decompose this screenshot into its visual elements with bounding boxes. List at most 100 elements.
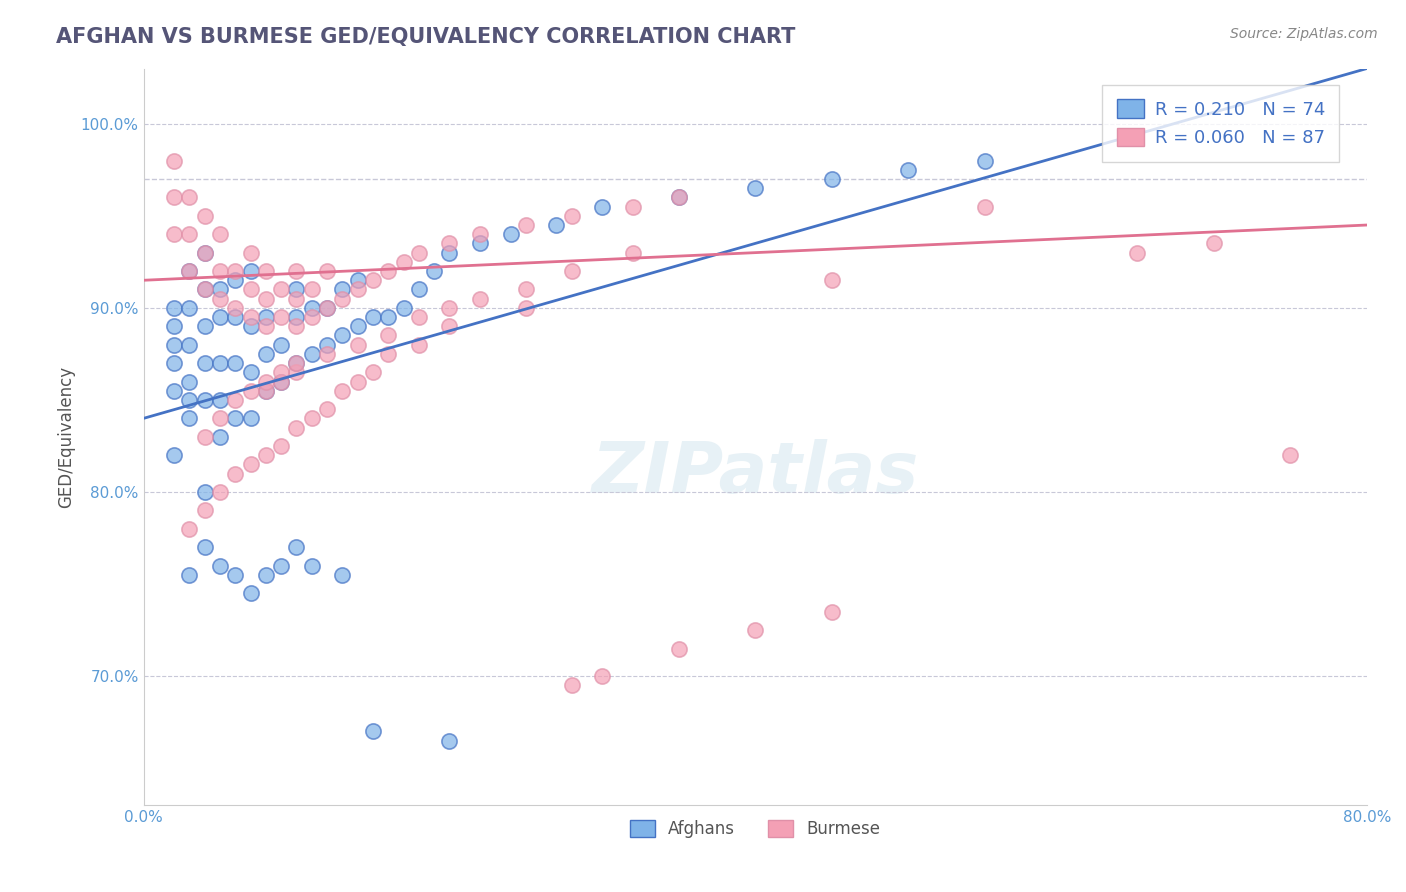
Point (439, 236, 461, 251)
Point (668, 190, 690, 204)
Point (408, 283, 430, 297)
Point (346, 283, 368, 297)
Point (1126, 245, 1149, 260)
Point (239, 319, 262, 334)
Point (239, 458, 262, 472)
Point (163, 337, 186, 351)
Point (224, 567, 246, 582)
Point (270, 439, 292, 453)
Point (301, 310, 323, 324)
Point (209, 310, 232, 324)
Point (209, 430, 232, 444)
Point (316, 301, 339, 315)
Point (377, 328, 399, 343)
Point (209, 558, 232, 573)
Point (179, 375, 201, 389)
Point (301, 301, 323, 315)
Point (332, 283, 354, 297)
Point (270, 375, 292, 389)
Point (209, 411, 232, 425)
Point (254, 567, 277, 582)
Point (621, 245, 644, 260)
Point (668, 641, 690, 656)
Point (239, 411, 262, 425)
Point (239, 365, 262, 379)
Point (179, 567, 201, 582)
Point (209, 392, 232, 407)
Point (209, 485, 232, 500)
Point (239, 586, 262, 600)
Point (561, 264, 583, 278)
Point (224, 411, 246, 425)
Point (224, 310, 246, 324)
Point (408, 310, 430, 324)
Point (285, 356, 308, 370)
Point (163, 190, 186, 204)
Point (316, 337, 339, 351)
Point (515, 301, 537, 315)
Point (316, 301, 339, 315)
Point (163, 153, 186, 168)
Point (377, 310, 399, 324)
Point (346, 375, 368, 389)
Point (285, 283, 308, 297)
Point (468, 292, 491, 306)
Point (285, 420, 308, 434)
Point (285, 319, 308, 334)
Point (285, 540, 308, 554)
Point (224, 301, 246, 315)
Point (468, 236, 491, 251)
Point (744, 623, 766, 637)
Point (163, 319, 186, 334)
Point (224, 392, 246, 407)
Point (897, 162, 920, 177)
Point (515, 218, 537, 232)
Point (499, 227, 522, 242)
Point (346, 337, 368, 351)
Point (1202, 236, 1225, 251)
Point (423, 264, 446, 278)
Y-axis label: GED/Equivalency: GED/Equivalency (58, 366, 75, 508)
Point (285, 356, 308, 370)
Point (239, 264, 262, 278)
Point (254, 264, 277, 278)
Point (332, 292, 354, 306)
Point (468, 227, 491, 242)
Point (270, 558, 292, 573)
Point (194, 430, 217, 444)
Point (179, 190, 201, 204)
Point (224, 264, 246, 278)
Point (392, 301, 415, 315)
Point (546, 218, 568, 232)
Point (439, 245, 461, 260)
Point (254, 347, 277, 361)
Point (346, 273, 368, 287)
Point (332, 328, 354, 343)
Point (821, 273, 844, 287)
Point (179, 264, 201, 278)
Point (361, 310, 384, 324)
Point (179, 301, 201, 315)
Point (254, 384, 277, 398)
Point (270, 337, 292, 351)
Point (194, 245, 217, 260)
Point (316, 264, 339, 278)
Point (194, 319, 217, 334)
Point (194, 392, 217, 407)
Point (224, 467, 246, 481)
Point (316, 347, 339, 361)
Text: ZIPatlas: ZIPatlas (592, 439, 920, 508)
Point (408, 337, 430, 351)
Point (239, 310, 262, 324)
Point (194, 485, 217, 500)
Text: AFGHAN VS BURMESE GED/EQUIVALENCY CORRELATION CHART: AFGHAN VS BURMESE GED/EQUIVALENCY CORREL… (56, 27, 796, 46)
Point (194, 356, 217, 370)
Point (179, 227, 201, 242)
Point (179, 522, 201, 536)
Point (163, 448, 186, 462)
Point (361, 724, 384, 739)
Point (209, 292, 232, 306)
Point (377, 264, 399, 278)
Point (361, 273, 384, 287)
Point (270, 365, 292, 379)
